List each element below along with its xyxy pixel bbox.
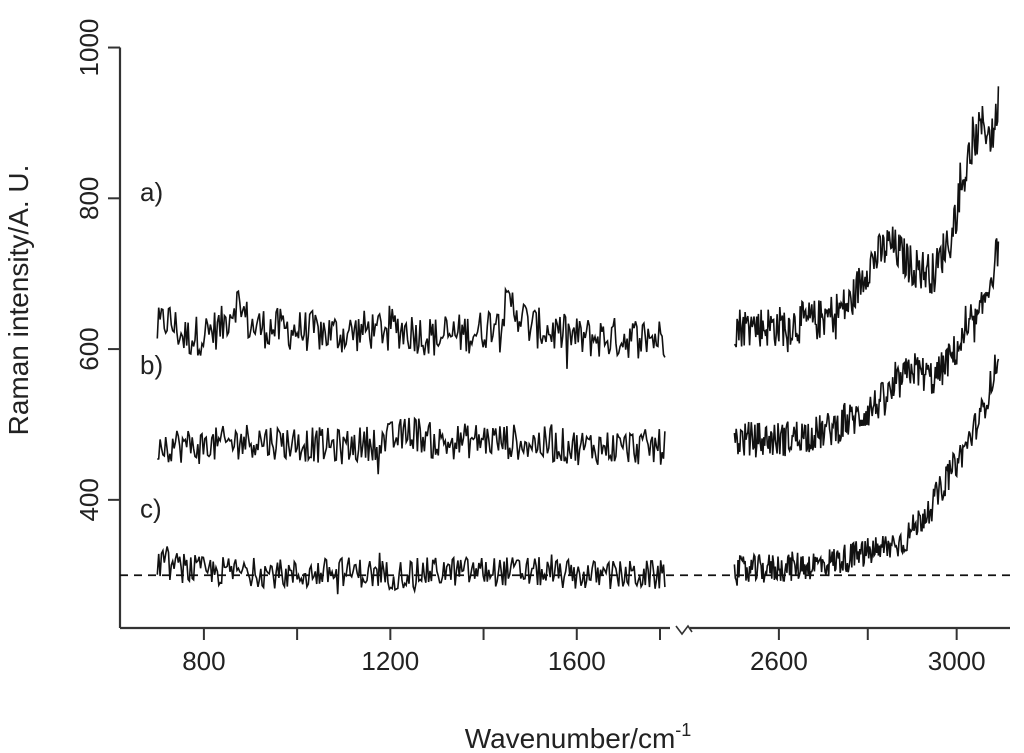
y-tick-label: 600	[74, 327, 104, 370]
x-tick-label: 1200	[361, 646, 419, 676]
x-tick-label: 1600	[548, 646, 606, 676]
y-tick-label: 800	[74, 177, 104, 220]
y-tick-label: 400	[74, 478, 104, 521]
series-label-b: b)	[140, 350, 163, 380]
plot-area	[120, 86, 1015, 595]
spectrum-trace-b-segment-2	[733, 238, 1000, 458]
axes: 400 600 800 1000 800 1200 1600 2600 3000	[74, 19, 1010, 676]
x-tick-label: 800	[182, 646, 225, 676]
y-tick-label: 1000	[74, 19, 104, 77]
axis-break-mark	[675, 624, 693, 636]
x-tick-label: 3000	[928, 646, 986, 676]
series-label-a: a)	[140, 177, 163, 207]
spectrum-trace-c-segment-2	[733, 354, 1000, 586]
spectrum-trace-c-segment-1	[156, 546, 666, 595]
spectrum-trace-b-segment-1	[157, 416, 666, 475]
x-tick-label: 2600	[750, 646, 808, 676]
y-axis-title: Raman intensity/A. U.	[3, 165, 34, 436]
x-axis-title-superscript: -1	[675, 720, 691, 740]
series-labels: a) b) c)	[140, 177, 163, 524]
spectrum-trace-a-segment-2	[733, 86, 1000, 353]
series-label-c: c)	[140, 493, 162, 523]
spectrum-trace-a-segment-1	[156, 286, 666, 369]
x-axis-title: Wavenumber/cm-1	[465, 720, 692, 753]
x-axis-title-text: Wavenumber/cm	[465, 723, 676, 753]
